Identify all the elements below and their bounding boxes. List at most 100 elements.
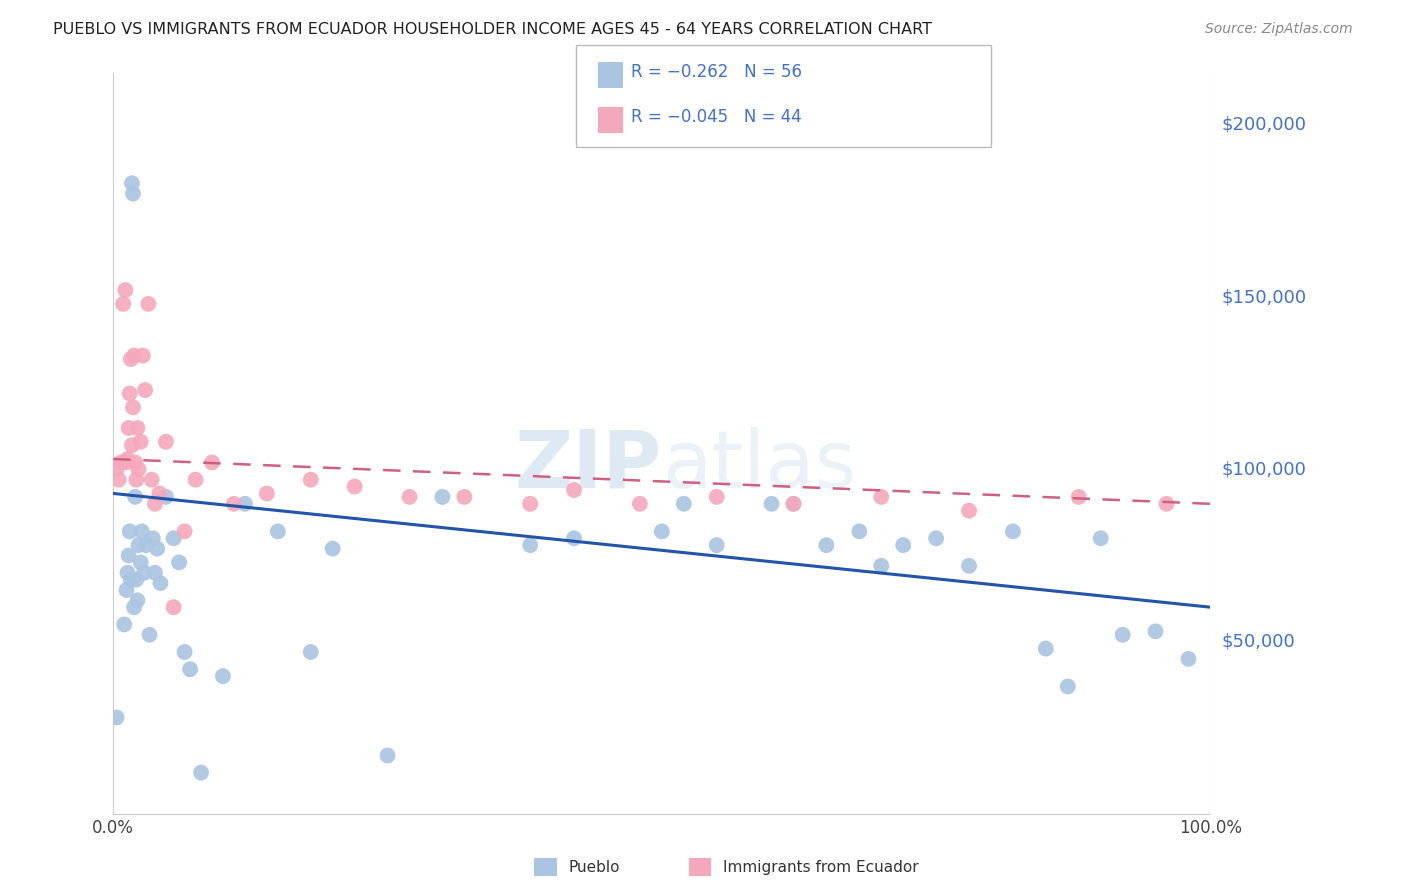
Point	[519, 538, 541, 552]
Point	[127, 593, 149, 607]
Point	[127, 421, 149, 435]
Point	[651, 524, 673, 539]
Point	[190, 765, 212, 780]
Point	[184, 473, 207, 487]
Point	[162, 600, 184, 615]
Point	[782, 497, 804, 511]
Point	[1056, 680, 1078, 694]
Point	[222, 497, 245, 511]
Point	[179, 662, 201, 676]
Point	[891, 538, 914, 552]
Text: $100,000: $100,000	[1222, 460, 1306, 478]
Point	[115, 455, 138, 469]
Point	[135, 538, 157, 552]
Text: Source: ZipAtlas.com: Source: ZipAtlas.com	[1205, 22, 1353, 37]
Text: Pueblo: Pueblo	[568, 860, 620, 874]
Point	[519, 497, 541, 511]
Point	[1156, 497, 1178, 511]
Point	[138, 297, 160, 311]
Text: PUEBLO VS IMMIGRANTS FROM ECUADOR HOUSEHOLDER INCOME AGES 45 - 64 YEARS CORRELAT: PUEBLO VS IMMIGRANTS FROM ECUADOR HOUSEH…	[53, 22, 932, 37]
Point	[125, 473, 148, 487]
Point	[132, 566, 155, 580]
Point	[124, 490, 146, 504]
Point	[1001, 524, 1024, 539]
Point	[1090, 531, 1112, 545]
Point	[167, 555, 190, 569]
Point	[117, 566, 139, 580]
Point	[128, 538, 150, 552]
Point	[115, 582, 138, 597]
Point	[122, 186, 145, 201]
Point	[870, 558, 893, 573]
Text: $50,000: $50,000	[1222, 632, 1295, 650]
Point	[1111, 628, 1133, 642]
Point	[124, 455, 146, 469]
Point	[141, 473, 163, 487]
Point	[143, 497, 166, 511]
Point	[957, 504, 980, 518]
Point	[118, 386, 141, 401]
Point	[782, 497, 804, 511]
Point	[201, 455, 224, 469]
Point	[122, 401, 145, 415]
Point	[848, 524, 870, 539]
Point	[706, 538, 728, 552]
Point	[112, 617, 135, 632]
Point	[121, 176, 143, 190]
Point	[122, 600, 145, 615]
Point	[146, 541, 169, 556]
Point	[815, 538, 838, 552]
Point	[105, 462, 128, 476]
Point	[149, 576, 172, 591]
Point	[1177, 652, 1199, 666]
Point	[299, 645, 322, 659]
Text: R = −0.262   N = 56: R = −0.262 N = 56	[631, 63, 803, 81]
Text: $200,000: $200,000	[1222, 116, 1306, 134]
Text: $150,000: $150,000	[1222, 288, 1306, 306]
Point	[142, 531, 165, 545]
Point	[299, 473, 322, 487]
Point	[562, 483, 585, 497]
Point	[870, 490, 893, 504]
Point	[706, 490, 728, 504]
Point	[128, 462, 150, 476]
Point	[1035, 641, 1057, 656]
Point	[1144, 624, 1167, 639]
Point	[129, 555, 152, 569]
Point	[398, 490, 420, 504]
Point	[562, 531, 585, 545]
Point	[173, 645, 195, 659]
Point	[672, 497, 695, 511]
Point	[233, 497, 256, 511]
Point	[173, 524, 195, 539]
Point	[117, 549, 139, 563]
Point	[957, 558, 980, 573]
Point	[131, 524, 153, 539]
Point	[343, 479, 366, 493]
Point	[134, 383, 156, 397]
Point	[1067, 490, 1090, 504]
Point	[105, 710, 128, 724]
Point	[148, 486, 170, 500]
Point	[118, 524, 141, 539]
Point	[267, 524, 290, 539]
Point	[377, 748, 399, 763]
Point	[125, 573, 148, 587]
Text: atlas: atlas	[662, 426, 856, 505]
Point	[110, 455, 132, 469]
Point	[120, 573, 142, 587]
Point	[117, 421, 139, 435]
Point	[112, 297, 135, 311]
Point	[761, 497, 783, 511]
Point	[114, 283, 136, 297]
Point	[155, 434, 177, 449]
Text: ZIP: ZIP	[515, 426, 662, 505]
Point	[453, 490, 475, 504]
Point	[121, 438, 143, 452]
Point	[122, 349, 145, 363]
Point	[129, 434, 152, 449]
Point	[432, 490, 454, 504]
Point	[162, 531, 184, 545]
Text: Immigrants from Ecuador: Immigrants from Ecuador	[723, 860, 918, 874]
Point	[212, 669, 235, 683]
